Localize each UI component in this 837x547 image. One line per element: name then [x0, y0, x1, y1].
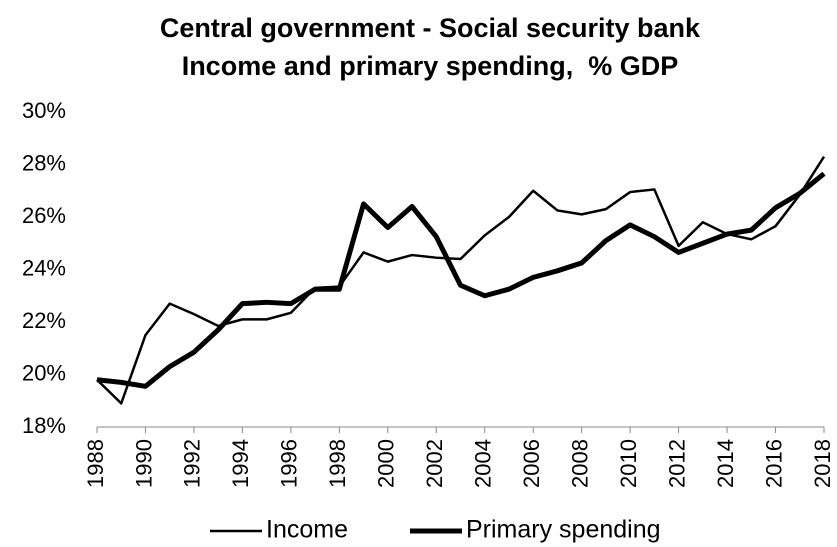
x-tick-label: 2006: [519, 439, 544, 488]
x-tick-label: 2012: [664, 439, 689, 488]
y-tick-label: 28%: [22, 150, 66, 175]
x-tick-label: 1998: [325, 439, 350, 488]
y-tick-label: 26%: [22, 203, 66, 228]
y-tick-label: 24%: [22, 255, 66, 280]
x-tick-label: 2002: [422, 439, 447, 488]
legend-label: Income: [266, 516, 348, 544]
x-tick-label: 1994: [228, 439, 253, 488]
chart-title: Central government - Social security ban…: [160, 13, 701, 43]
x-tick-label: 1996: [277, 439, 302, 488]
y-tick-label: 30%: [22, 98, 66, 123]
series-line: [96, 171, 826, 389]
chart-subtitle: Income and primary spending, % GDP: [182, 51, 679, 81]
x-tick-label: 1990: [131, 439, 156, 488]
x-tick-label: 1992: [180, 439, 205, 488]
x-tick-label: 2008: [567, 439, 592, 488]
x-tick-label: 1988: [83, 439, 108, 488]
x-tick-label: 2016: [761, 439, 786, 488]
x-tick-label: 2000: [374, 439, 399, 488]
x-tick-label: 2010: [616, 439, 641, 488]
x-tick-label: 2004: [471, 439, 496, 488]
y-tick-label: 20%: [22, 360, 66, 385]
y-tick-label: 18%: [22, 413, 66, 438]
x-tick-label: 2014: [713, 439, 738, 488]
y-tick-label: 22%: [22, 308, 66, 333]
legend-label: Primary spending: [466, 516, 661, 544]
series-line: [96, 155, 826, 405]
x-tick-label: 2018: [810, 439, 835, 488]
